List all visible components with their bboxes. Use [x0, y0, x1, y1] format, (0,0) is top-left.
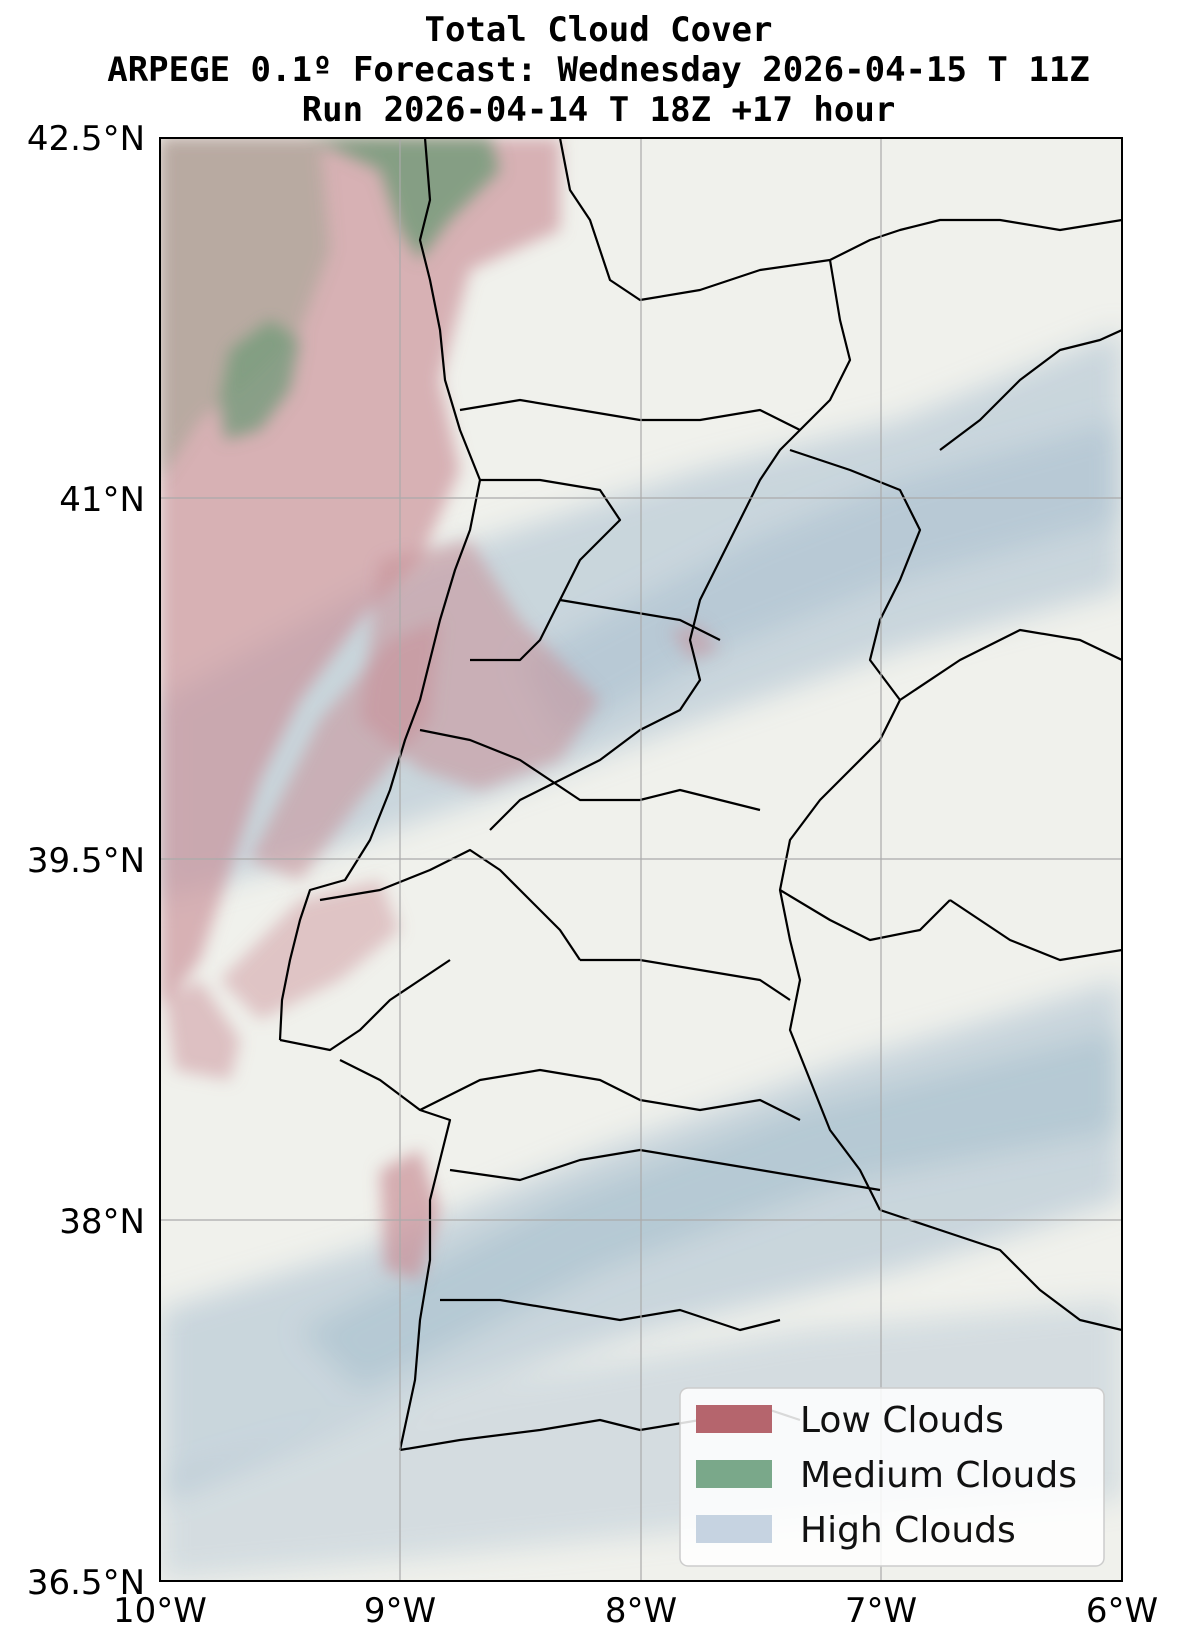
legend-box: [679, 1387, 1105, 1567]
gridlines: [160, 138, 1122, 1581]
low-cloud-coastal-core: [250, 620, 440, 880]
district-border-13: [939, 328, 1122, 451]
low-cloud-setubal-offshore: [380, 1150, 440, 1280]
lon-tick-label: 7°W: [845, 1591, 917, 1631]
district-border-8: [449, 1148, 881, 1192]
legend-swatch-high: [696, 1515, 772, 1543]
district-border-3: [559, 598, 721, 641]
coastline-north: [278, 138, 482, 1041]
district-border-1: [459, 398, 801, 431]
coastline-lisbon: [279, 959, 451, 1052]
legend-swatch-medium: [696, 1460, 772, 1488]
lat-tick-label: 42.5°N: [27, 119, 145, 159]
border-eastern-frontier: [778, 448, 922, 1211]
chart-subtitle-forecast: ARPEGE 0.1º Forecast: Wednesday 2026-04-…: [107, 50, 1090, 90]
district-border-10: [899, 628, 1122, 701]
lat-tick-label: 39.5°N: [27, 841, 145, 881]
medium-cloud-layer: [160, 138, 500, 480]
medium-cloud-haze: [160, 138, 330, 480]
lat-tick-label: 38°N: [59, 1202, 145, 1242]
high-cloud-band-central-core: [520, 420, 1122, 740]
lat-tick-label: 36.5°N: [27, 1563, 145, 1603]
border-spain-portugal-north: [558, 138, 1122, 302]
low-cloud-west-offshore: [165, 980, 240, 1080]
district-border-11: [949, 899, 1122, 962]
low-cloud-lisbon-area: [220, 880, 400, 1020]
lat-tick-label: 41°N: [59, 480, 145, 520]
district-border-12: [879, 1208, 1122, 1332]
district-border-9: [440, 1298, 781, 1332]
border-spain-portugal-east: [489, 259, 852, 831]
district-border-5: [319, 848, 581, 961]
lon-tick-label: 6°W: [1086, 1591, 1158, 1631]
district-border-7: [419, 1068, 801, 1121]
district-border-14: [779, 889, 951, 942]
lon-tick-label: 8°W: [605, 1591, 677, 1631]
lon-tick-label: 10°W: [113, 1591, 207, 1631]
district-border-2: [470, 478, 622, 662]
plot-area: [160, 138, 1122, 1581]
legend-label-high: High Clouds: [800, 1510, 1016, 1551]
plot-frame: [159, 137, 1123, 1582]
district-border-4: [419, 728, 761, 812]
low-cloud-inland-patch: [670, 625, 720, 660]
legend-label-low: Low Clouds: [800, 1400, 1004, 1441]
legend-swatch-low: [696, 1405, 772, 1433]
lon-tick-label: 9°W: [364, 1591, 436, 1631]
borders-layer: [278, 138, 1122, 1452]
legend: Low Clouds Medium Clouds High Clouds: [679, 1387, 1105, 1567]
legend-label-medium: Medium Clouds: [800, 1455, 1077, 1496]
chart-subtitle-run: Run 2026-04-14 T 18Z +17 hour: [301, 90, 896, 130]
chart-title: Total Cloud Cover: [424, 10, 773, 50]
district-border-6: [580, 958, 791, 1001]
medium-cloud-north: [310, 138, 500, 260]
